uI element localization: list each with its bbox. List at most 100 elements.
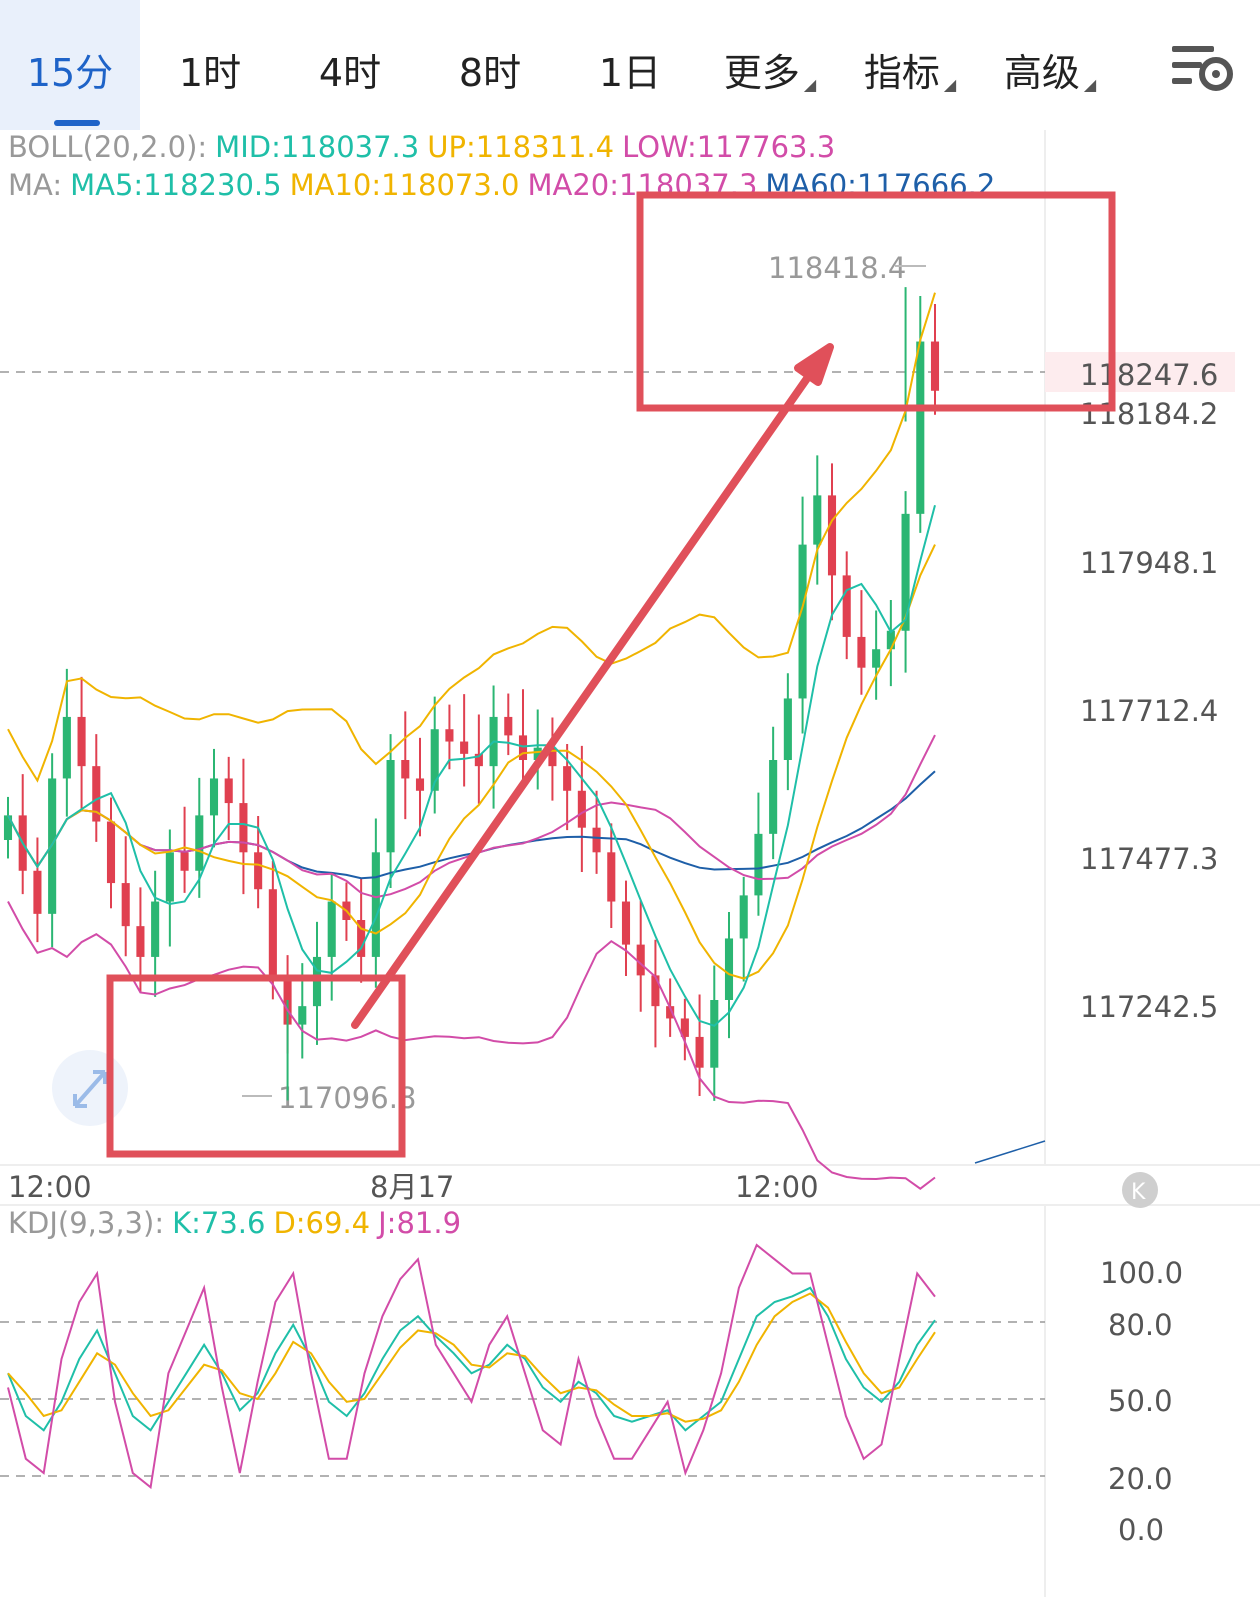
candle-body: [474, 753, 483, 767]
candle-body: [77, 716, 86, 767]
price-tick-label: 117948.1: [1080, 546, 1218, 580]
tab-advanced[interactable]: 高级 ◢: [980, 0, 1120, 130]
candle-body: [106, 821, 116, 884]
ma20-line: [7, 734, 936, 899]
low-zone-box: [106, 974, 406, 1158]
candle-body: [739, 895, 748, 939]
candle-body: [224, 778, 233, 804]
candle-body: [754, 833, 763, 896]
candle-body: [651, 975, 660, 1007]
dropdown-caret-icon: ◢: [803, 75, 817, 94]
kdj-j-line: [7, 1243, 936, 1490]
tab-1d[interactable]: 1日: [560, 0, 700, 130]
uptrend-arrowhead: [794, 343, 834, 386]
candle-body: [3, 815, 13, 840]
time-tick-label: 12:00: [735, 1170, 819, 1204]
candle-body: [239, 803, 248, 853]
kdj-tick-label: 20.0: [1108, 1462, 1173, 1496]
candle-body: [916, 341, 925, 514]
kdj-d-value: D:69.4: [273, 1206, 371, 1240]
candle-body: [151, 901, 160, 957]
candle-body: [371, 852, 380, 957]
tab-4h[interactable]: 4时: [280, 0, 420, 130]
tab-8h[interactable]: 8时: [420, 0, 560, 130]
candle-body: [872, 649, 881, 668]
boll-lower-line: [7, 901, 936, 1190]
candle-body: [563, 766, 572, 791]
tab-label: 8时: [458, 51, 522, 95]
last-price-tag: [1045, 352, 1235, 392]
tab-15min[interactable]: 15分: [0, 0, 140, 130]
candle-body: [857, 636, 866, 668]
candle-body: [842, 575, 851, 637]
chart-settings-icon[interactable]: [1170, 42, 1240, 102]
high-zone-box: [636, 191, 1116, 412]
tab-label: 4时: [318, 51, 382, 95]
extra-price-label: 118184.2: [1080, 397, 1218, 431]
candle-body: [666, 1006, 675, 1019]
kdj-j-value: J:81.9: [378, 1206, 462, 1240]
candle-body: [121, 883, 130, 927]
candle-body: [504, 716, 513, 736]
candle-body: [783, 698, 792, 760]
price-tick-label: 117477.3: [1080, 842, 1218, 876]
candle-body: [901, 513, 910, 631]
dropdown-caret-icon: ◢: [943, 75, 957, 94]
boll-upper-line: [7, 292, 936, 783]
boll-mid-value: MID:118037.3: [215, 130, 420, 164]
price-tick-label: 117712.4: [1080, 694, 1218, 728]
tab-label: 15分: [26, 51, 114, 95]
candle-body: [62, 716, 71, 779]
boll-up-value: UP:118311.4: [427, 130, 615, 164]
uptrend-arrow-line: [351, 373, 812, 1029]
active-tab-indicator: [54, 120, 100, 126]
ma10-line: [7, 544, 936, 980]
scroll-to-latest-icon: K: [1131, 1180, 1146, 1205]
tab-1h[interactable]: 1时: [140, 0, 280, 130]
ma5-line: [7, 504, 936, 1027]
candle-body: [724, 938, 734, 1000]
tab-label: 更多: [723, 51, 800, 95]
candle-body: [415, 778, 425, 791]
boll-name: BOLL(20,2.0):: [8, 130, 208, 164]
candle-body: [401, 760, 410, 779]
candle-body: [92, 766, 101, 822]
candle-body: [533, 747, 542, 760]
candle-body: [180, 852, 189, 871]
price-tick-label: 117242.5: [1080, 990, 1218, 1024]
tab-label: 高级: [1003, 51, 1080, 95]
low-marker-label: 117096.8: [278, 1081, 416, 1115]
candle-body: [592, 827, 601, 853]
candle-body: [798, 544, 807, 699]
candle-body: [769, 760, 778, 834]
high-marker-label: 118418.4: [768, 251, 906, 285]
candle-body: [298, 1006, 307, 1025]
candle-body: [710, 1000, 719, 1068]
scroll-to-latest-button[interactable]: [1122, 1172, 1158, 1208]
candle-body: [312, 956, 322, 1007]
kdj-tick-label: 0.0: [1118, 1513, 1164, 1547]
candle-body: [195, 815, 204, 871]
time-tick-label: 8月17: [370, 1170, 454, 1204]
candle-body: [268, 889, 277, 976]
candle-body: [680, 1018, 689, 1037]
last-price-label: 118247.6: [1080, 358, 1218, 392]
candle-body: [327, 901, 336, 957]
candle-body: [209, 778, 219, 816]
kdj-name: KDJ(9,3,3):: [8, 1206, 165, 1240]
candle-body: [813, 495, 822, 545]
candle-body: [430, 729, 439, 791]
kdj-k-line: [7, 1286, 936, 1432]
ma-name: MA:: [8, 168, 63, 202]
candle-body: [548, 747, 557, 767]
candle-body: [695, 1036, 704, 1068]
expand-arrows-icon: [73, 1070, 107, 1108]
candle-body: [460, 741, 469, 754]
tab-more[interactable]: 更多 ◢: [700, 0, 840, 130]
tab-indicators[interactable]: 指标 ◢: [840, 0, 980, 130]
kdj-legend: KDJ(9,3,3): K:73.6 D:69.4 J:81.9: [8, 1206, 469, 1240]
candle-body: [930, 341, 940, 391]
candle-body: [357, 920, 366, 957]
boll-legend: BOLL(20,2.0): MID:118037.3 UP:118311.4 LOW:…: [8, 130, 843, 164]
